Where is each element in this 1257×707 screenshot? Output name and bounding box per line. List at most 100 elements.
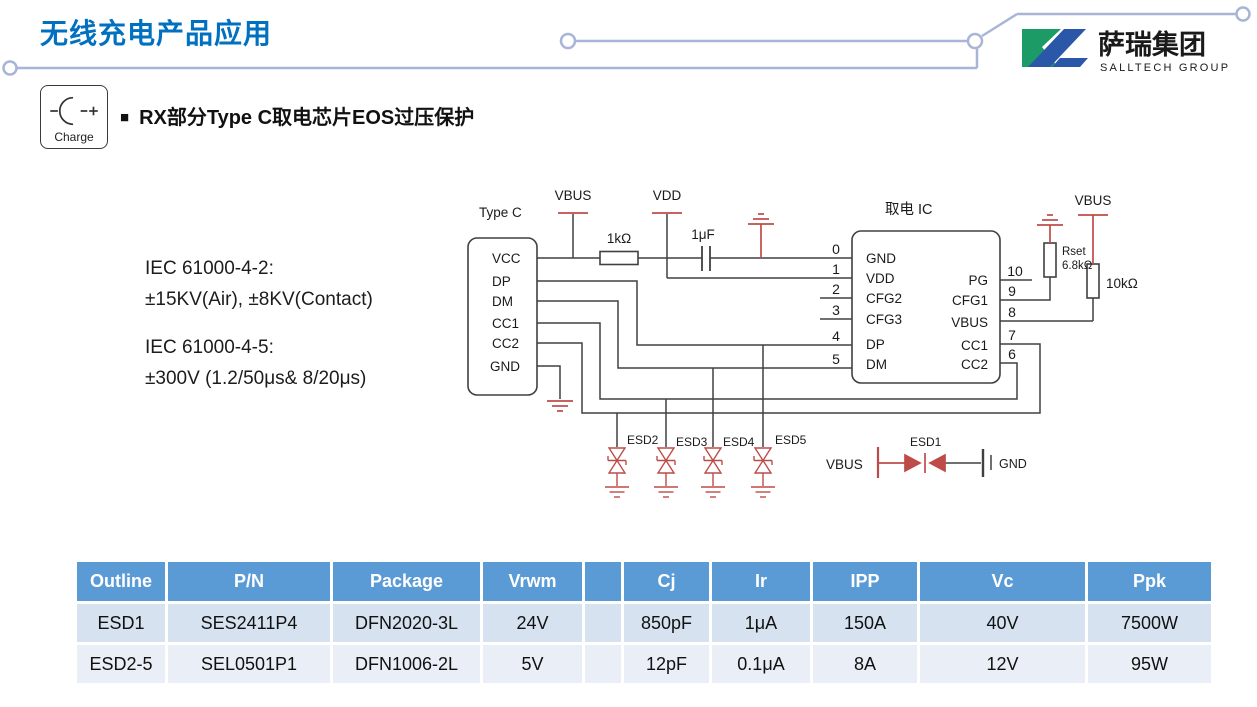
esd-spec-table: Outline P/N Package Vrwm Cj Ir IPP Vc Pp… (77, 562, 1211, 683)
table-cell: SEL0501P1 (168, 645, 333, 683)
esd3-label: ESD3 (676, 435, 708, 449)
esd2-tvs-diode (605, 447, 629, 498)
ic-pin-number-4: 4 (832, 328, 840, 344)
typec-title: Type C (479, 205, 522, 220)
ic-pin-dm: DM (866, 357, 887, 372)
ic-pin-number-6: 6 (1008, 346, 1016, 362)
resistor-rset (1043, 242, 1057, 278)
circuit-schematic: Type C VCC DP DM CC1 CC2 GND 取电 IC GND V… (467, 188, 1138, 498)
ic-pin-number-7: 7 (1008, 327, 1016, 343)
table-cell: 40V (920, 604, 1088, 645)
table-header-vrwm: Vrwm (483, 562, 585, 604)
typec-pin-cc2: CC2 (492, 336, 519, 351)
ic-pin-number-2: 2 (832, 281, 840, 297)
table-cell: 850pF (624, 604, 712, 645)
esd5-tvs-diode (751, 447, 775, 498)
page-title: 无线充电产品应用 (40, 18, 273, 49)
logo-company-cn: 萨瑞集团 (1098, 29, 1206, 60)
ic-pin-cfg1: CFG1 (952, 293, 988, 308)
esd4-tvs-diode (701, 447, 725, 498)
table-header-outline: Outline (77, 562, 168, 604)
charge-icon: Charge (40, 85, 108, 149)
ic-pin-number-8: 8 (1008, 304, 1016, 320)
logo-company-en: SALLTECH GROUP (1100, 62, 1230, 74)
ic-pin-number-5: 5 (832, 351, 840, 367)
vbus-right-label: VBUS (1075, 193, 1112, 208)
esd1-tvs-diode (876, 447, 946, 478)
ic-pin-number-9: 9 (1008, 283, 1016, 299)
iec-line-4: ±300V (1.2/50μs& 8/20μs) (145, 368, 367, 389)
rset-value-label: 6.8kΩ (1062, 260, 1093, 272)
ground-symbol-typec (547, 400, 573, 412)
table-cell: 8A (813, 645, 920, 683)
typec-pin-dm: DM (492, 294, 513, 309)
capacitor-1uf-label: 1μF (691, 227, 715, 242)
section-heading-text: RX部分Type C取电芯片EOS过压保护 (139, 107, 475, 129)
table-cell: 7500W (1088, 604, 1211, 645)
table-cell: SES2411P4 (168, 604, 333, 645)
typec-connector-box (467, 237, 538, 396)
table-cell-spacer (585, 645, 624, 683)
table-cell: 12pF (624, 645, 712, 683)
iec-spec-block: IEC 61000-4-2: ±15KV(Air), ±8KV(Contact)… (145, 253, 373, 394)
table-header-vc: Vc (920, 562, 1088, 604)
table-header-pn: P/N (168, 562, 333, 604)
table-cell: ESD1 (77, 604, 168, 645)
ic-pin-cfg3: CFG3 (866, 312, 902, 327)
ic-pin-dp: DP (866, 337, 885, 352)
table-cell: 95W (1088, 645, 1211, 683)
ic-pin-cc2: CC2 (961, 357, 988, 372)
vbus-top-label: VBUS (555, 188, 592, 203)
table-cell: 5V (483, 645, 585, 683)
typec-pin-gnd: GND (490, 359, 520, 374)
ic-pin-pg: PG (968, 273, 988, 288)
table-cell: ESD2-5 (77, 645, 168, 683)
ic-pin-number-0: 0 (832, 241, 840, 257)
ic-pin-number-3: 3 (832, 302, 840, 318)
company-logo: 萨瑞集团 SALLTECH GROUP (1022, 29, 1230, 74)
rset-name-label: Rset (1062, 246, 1086, 258)
esd2-label: ESD2 (627, 433, 659, 447)
charge-icon-label: Charge (54, 130, 94, 144)
ic-pin-number-10: 10 (1007, 263, 1023, 279)
table-header-ipp: IPP (813, 562, 920, 604)
table-cell: 1μA (712, 604, 813, 645)
esd1-vbus-label: VBUS (826, 457, 863, 472)
table-cell: 24V (483, 604, 585, 645)
resistor-10k-label: 10kΩ (1106, 276, 1138, 291)
esd1-gnd-label: GND (999, 457, 1027, 471)
iec-line-1: IEC 61000-4-2: (145, 258, 274, 279)
ground-symbol-top (748, 213, 774, 258)
bullet-square-icon: ■ (120, 109, 130, 126)
ic-title: 取电 IC (885, 201, 933, 218)
esd5-label: ESD5 (775, 433, 807, 447)
resistor-1k-label: 1kΩ (607, 231, 631, 246)
ic-pin-cc1: CC1 (961, 338, 988, 353)
ic-pin-vdd: VDD (866, 271, 895, 286)
header-decoration-lines (2, 6, 1251, 76)
typec-pin-vcc: VCC (492, 251, 521, 266)
capacitor-1uf (701, 246, 711, 271)
ic-pin-number-1: 1 (832, 261, 840, 277)
table-header-ir: Ir (712, 562, 813, 604)
ground-symbol-rset (1037, 214, 1063, 243)
table-cell: DFN2020-3L (333, 604, 483, 645)
resistor-1k (599, 250, 639, 266)
table-cell-spacer (585, 604, 624, 645)
table-header-ppk: Ppk (1088, 562, 1211, 604)
iec-line-2: ±15KV(Air), ±8KV(Contact) (145, 289, 373, 310)
logo-mark (1022, 29, 1088, 67)
typec-pin-cc1: CC1 (492, 316, 519, 331)
table-cell: 0.1μA (712, 645, 813, 683)
ic-pin-cfg2: CFG2 (866, 291, 902, 306)
table-cell: DFN1006-2L (333, 645, 483, 683)
section-heading: ■ RX部分Type C取电芯片EOS过压保护 (120, 101, 474, 130)
ic-pin-gnd: GND (866, 251, 896, 266)
esd1-label: ESD1 (910, 435, 942, 449)
table-header-spacer (585, 562, 624, 604)
table-header-package: Package (333, 562, 483, 604)
charge-glyph (50, 96, 98, 126)
table-header-cj: Cj (624, 562, 712, 604)
iec-line-3: IEC 61000-4-5: (145, 337, 274, 358)
